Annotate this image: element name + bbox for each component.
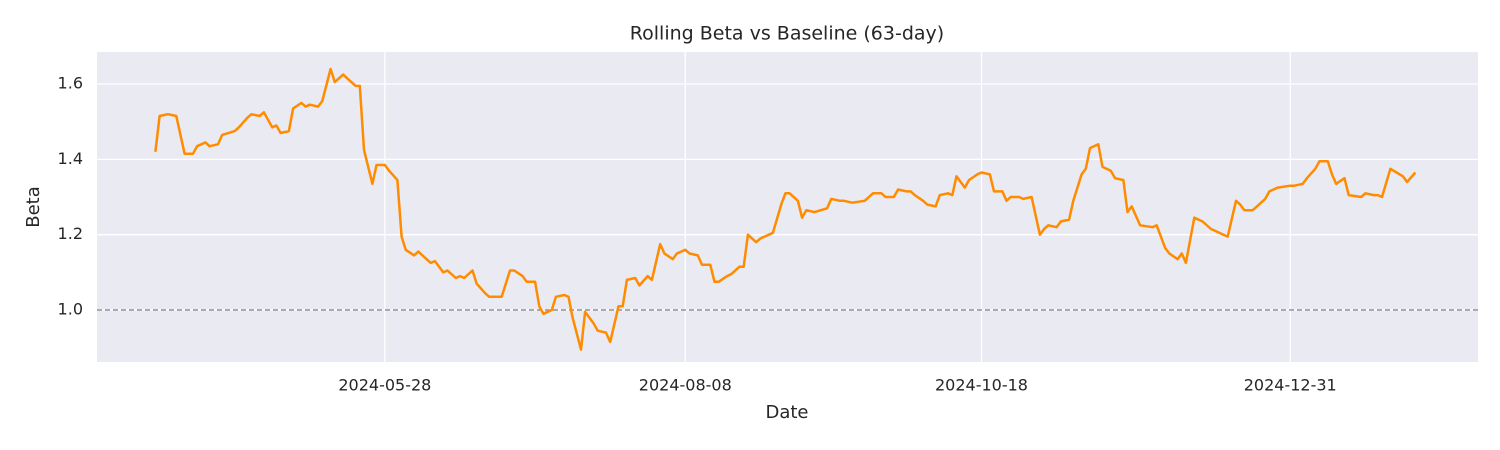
- x-tick-label: 2024-10-18: [935, 376, 1028, 395]
- x-tick-label: 2024-05-28: [338, 376, 431, 395]
- x-tick-label: 2024-12-31: [1244, 376, 1337, 395]
- plot-area: [97, 52, 1478, 362]
- y-tick-label: 1.4: [58, 149, 83, 168]
- y-tick-label: 1.2: [58, 224, 83, 243]
- x-axis-label: Date: [765, 402, 808, 423]
- data-line: [154, 67, 1417, 351]
- y-tick-label: 1.6: [58, 74, 83, 93]
- y-tick-label: 1.0: [58, 300, 83, 319]
- y-axis-label: Beta: [23, 186, 44, 228]
- chart-title: Rolling Beta vs Baseline (63-day): [630, 23, 944, 45]
- x-tick-label: 2024-08-08: [639, 376, 732, 395]
